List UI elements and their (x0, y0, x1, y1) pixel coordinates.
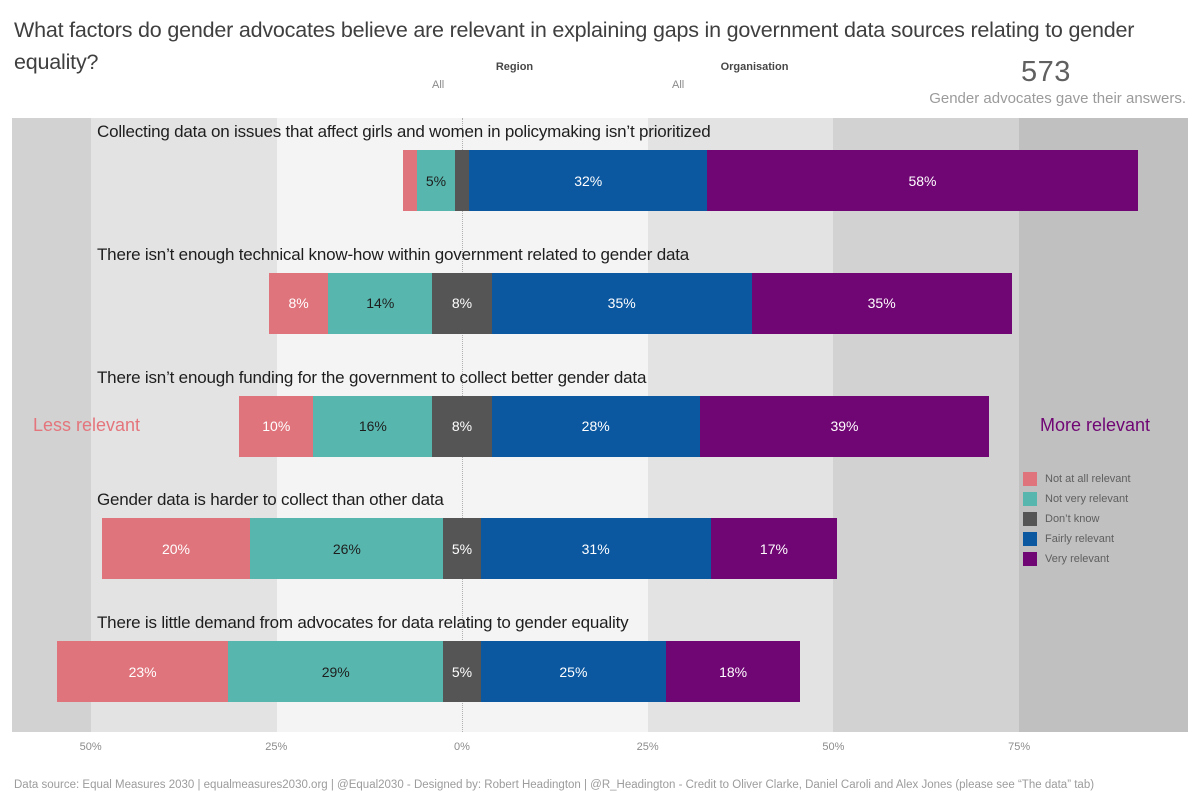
legend: Not at all relevant Not very relevant Don’… (1023, 469, 1131, 569)
legend-swatch-icon (1023, 472, 1037, 486)
more-relevant-annotation: More relevant (1040, 415, 1151, 435)
bar-segment[interactable]: 16% (313, 395, 433, 457)
respondents-summary: 573 Gender advocates gave their answers. (906, 56, 1186, 107)
bar-segment[interactable]: 39% (699, 395, 990, 457)
axis-tick-label: 25% (636, 741, 659, 753)
bar-segment[interactable]: 14% (328, 272, 433, 334)
stacked-bar: 23% 29% 5% 25% 18% (57, 641, 800, 702)
legend-item[interactable]: Fairly relevant (1023, 529, 1131, 549)
bar-segment[interactable]: 5% (417, 150, 455, 211)
axis-tick-label: 50% (822, 741, 845, 753)
legend-label: Not at all relevant (1045, 473, 1131, 485)
stacked-bar: 20% 26% 5% 31% 17% (101, 518, 838, 580)
axis-tick-label: 0% (454, 741, 470, 753)
less-relevant-annotation: Less relevant (33, 415, 141, 435)
legend-label: Not very relevant (1045, 493, 1129, 505)
stacked-bar: 8% 14% 8% 35% 35% (268, 272, 1012, 334)
legend-item[interactable]: Not very relevant (1023, 489, 1131, 509)
page-title: What factors do gender advocates believe… (14, 18, 1135, 74)
filter-label: Organisation (720, 61, 789, 73)
bar-segment[interactable]: 18% (666, 641, 800, 702)
bar-segment[interactable] (454, 150, 470, 211)
bar-segment[interactable]: 8% (268, 272, 329, 334)
axis-tick-label: 75% (1008, 741, 1031, 753)
bar-segment[interactable]: 35% (751, 272, 1012, 334)
respondents-caption: Gender advocates gave their answers. (929, 90, 1186, 107)
bar-segment[interactable]: 58% (707, 150, 1138, 211)
legend-label: Don’t know (1045, 513, 1100, 525)
bar-segment[interactable]: 5% (443, 518, 481, 580)
bar-segment[interactable]: 23% (57, 641, 229, 702)
legend-item[interactable]: Very relevant (1023, 549, 1131, 569)
legend-label: Fairly relevant (1045, 533, 1115, 545)
bar-category-label: There isn’t enough technical know-how wi… (97, 244, 690, 264)
legend-label: Very relevant (1045, 553, 1110, 565)
filter-value[interactable]: All (672, 79, 685, 91)
bar-segment[interactable]: 20% (101, 518, 251, 580)
filter-label: Region (495, 61, 534, 73)
axis-tick-label: 50% (79, 741, 102, 753)
bar-segment[interactable]: 31% (480, 518, 711, 580)
legend-item[interactable]: Not at all relevant (1023, 469, 1131, 489)
bar-category-label: Collecting data on issues that affect gi… (97, 122, 711, 141)
filter-organisation[interactable]: Organisation All (672, 61, 837, 91)
stacked-bar: 10% 16% 8% 28% 39% (239, 395, 990, 457)
bar-segment[interactable]: 35% (491, 272, 752, 334)
x-axis: 50% 25% 0% 25% 50% 75% (12, 741, 1188, 757)
bar-category-label: There isn’t enough funding for the gover… (97, 367, 647, 387)
bar-segment[interactable]: 32% (469, 150, 708, 211)
bar-segment[interactable]: 5% (443, 641, 481, 702)
legend-swatch-icon (1023, 532, 1037, 546)
filter-value[interactable]: All (432, 79, 445, 91)
respondents-count: 573 (1021, 56, 1071, 88)
bar-category-label: Gender data is harder to collect than ot… (97, 490, 444, 510)
bar-segment[interactable]: 10% (239, 395, 314, 457)
bar-segment[interactable]: 17% (710, 518, 838, 580)
legend-swatch-icon (1023, 512, 1037, 526)
chart-plot-area: Collecting data on issues that affect gi… (12, 118, 1188, 732)
bar-segment[interactable]: 8% (432, 272, 492, 334)
bar-segment[interactable]: 29% (228, 641, 444, 702)
bar-segment[interactable]: 8% (432, 395, 492, 457)
legend-swatch-icon (1023, 492, 1037, 506)
legend-swatch-icon (1023, 552, 1037, 566)
bar-segment[interactable] (402, 150, 418, 211)
bar-segment[interactable]: 26% (250, 518, 444, 580)
bar-segment[interactable]: 28% (491, 395, 700, 457)
bar-segment[interactable]: 25% (480, 641, 667, 702)
bar-category-label: There is little demand from advocates fo… (97, 613, 629, 632)
footer-credits: Data source: Equal Measures 2030 | equal… (14, 779, 1095, 791)
axis-tick-label: 25% (265, 741, 288, 753)
legend-item[interactable]: Don’t know (1023, 509, 1131, 529)
filter-region[interactable]: Region All (432, 61, 597, 91)
stacked-bar: 5% 32% 58% (402, 150, 1138, 211)
